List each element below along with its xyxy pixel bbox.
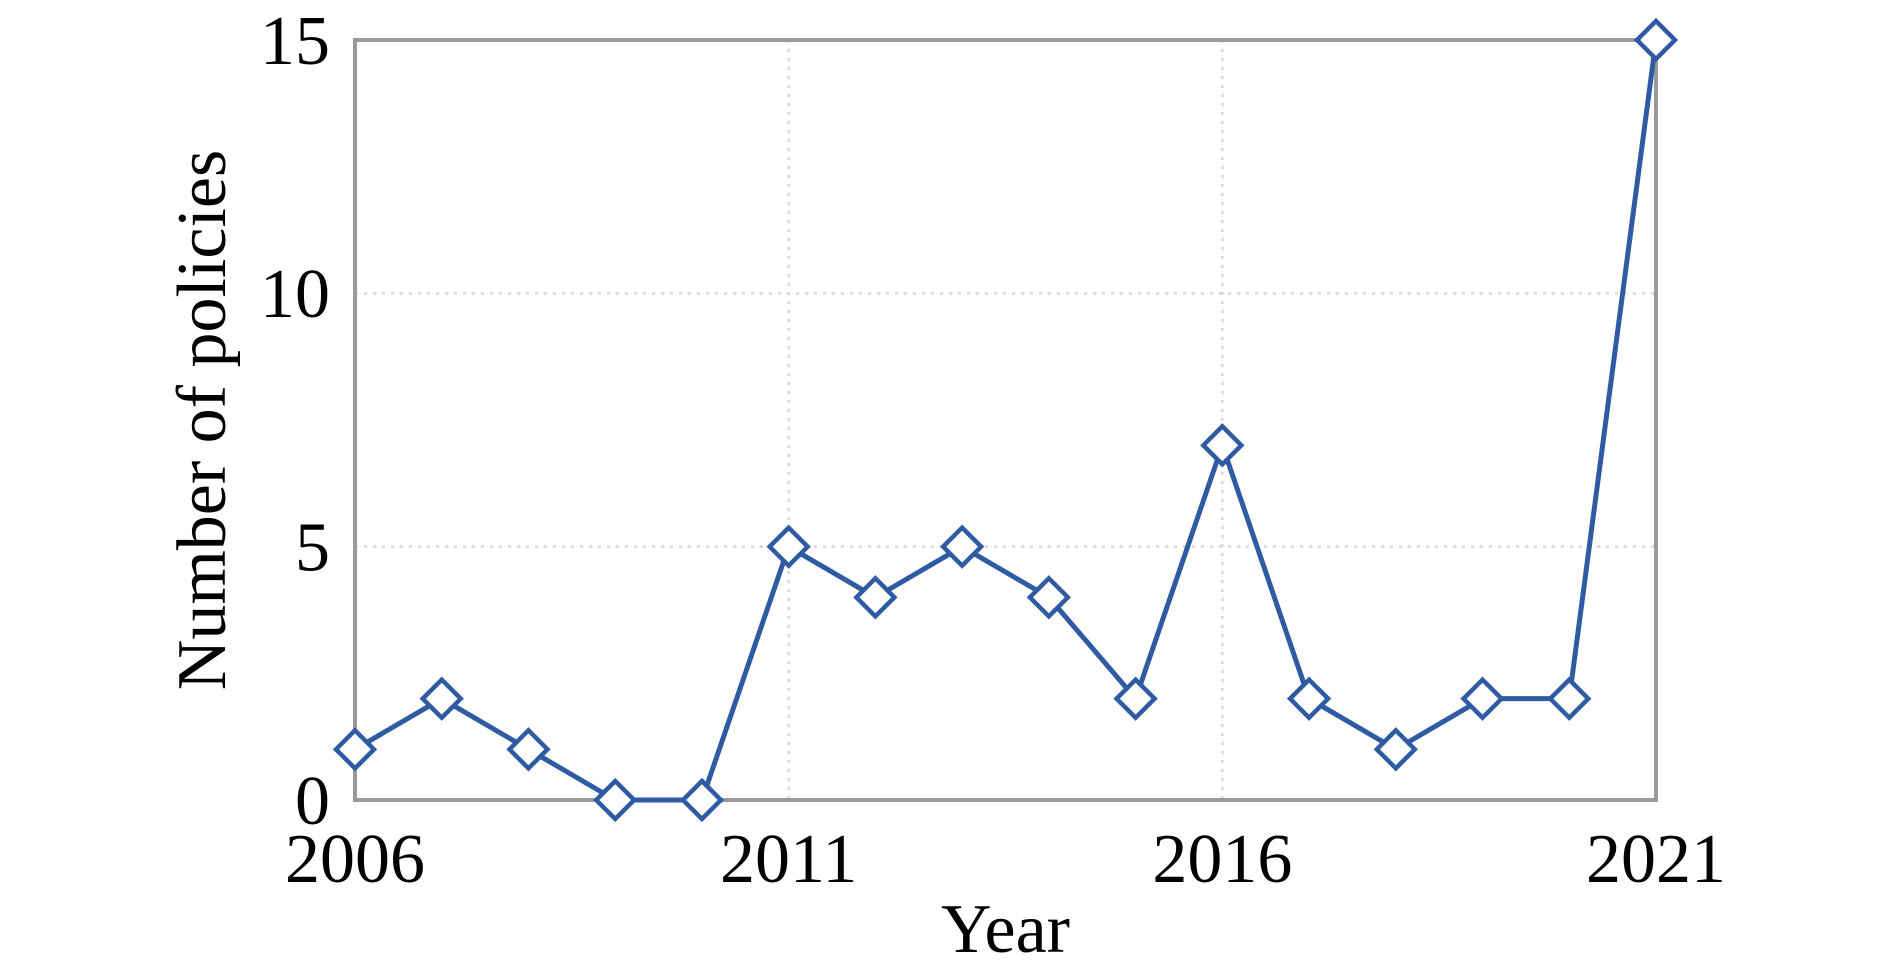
series-line <box>353 39 1659 803</box>
data-point-marker <box>1200 423 1245 468</box>
x-tick-label: 2016 <box>1152 821 1292 898</box>
data-point-marker <box>1633 17 1679 63</box>
data-point-marker <box>593 777 638 823</box>
y-tick-label: 10 <box>260 256 330 333</box>
data-point-marker <box>506 727 551 772</box>
x-axis-title: Year <box>941 891 1070 968</box>
x-tick-label: 2021 <box>1586 821 1726 898</box>
x-tick-label: 2006 <box>285 821 425 898</box>
data-point-marker <box>332 727 378 772</box>
data-point-marker <box>1460 676 1505 721</box>
data-point-marker <box>1026 575 1072 620</box>
data-point-marker <box>853 575 898 620</box>
data-point-marker <box>1547 676 1592 721</box>
y-tick-label: 15 <box>260 3 330 80</box>
x-tick-label: 2011 <box>720 821 857 898</box>
data-point-marker <box>1113 676 1158 721</box>
y-axis-title: Number of policies <box>164 150 241 690</box>
data-point-marker <box>939 524 985 569</box>
data-point-marker <box>679 777 725 823</box>
data-point-marker <box>419 676 464 721</box>
data-point-marker <box>1286 676 1332 721</box>
y-tick-label: 5 <box>295 509 330 586</box>
data-point-marker <box>1373 727 1418 772</box>
y-tick-label: 0 <box>295 763 330 840</box>
data-point-marker <box>766 524 811 569</box>
plot-border <box>353 38 1658 802</box>
